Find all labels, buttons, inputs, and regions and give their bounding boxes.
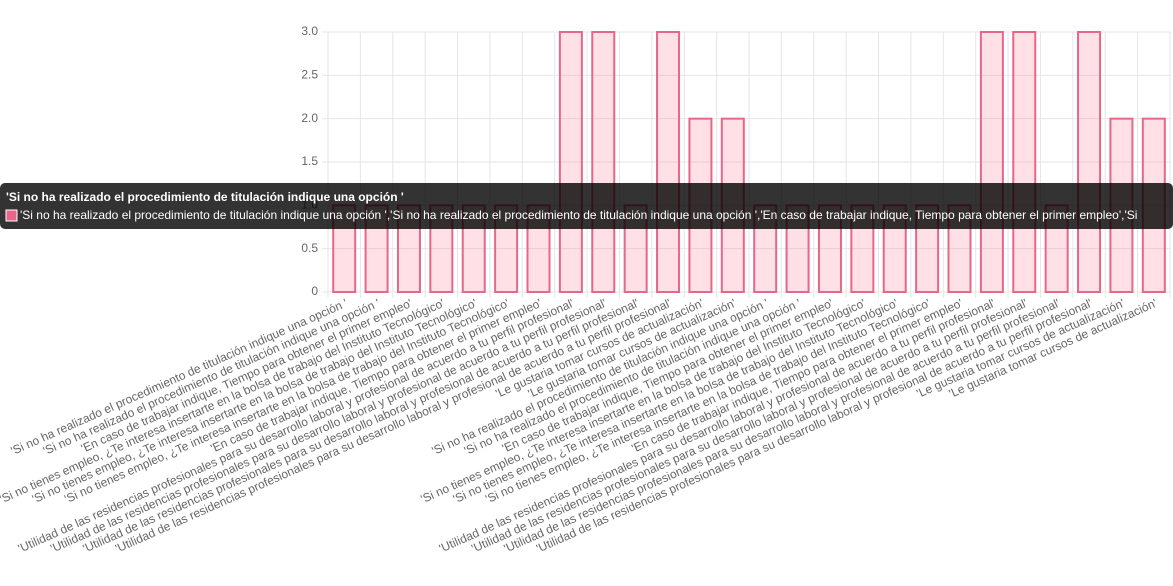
bar (979, 31, 1004, 293)
y-tick-label: 3.0 (301, 24, 318, 38)
bar (656, 31, 681, 293)
tooltip-swatch (5, 209, 18, 222)
y-tick-label: 0 (311, 284, 318, 298)
tooltip: 'Si no ha realizado el procedimiento de … (0, 183, 1173, 229)
y-tick-label: 1.5 (301, 154, 318, 168)
tooltip-title: 'Si no ha realizado el procedimiento de … (6, 190, 404, 204)
tooltip-box (0, 183, 1173, 229)
y-tick-label: 0.5 (301, 241, 318, 255)
bar (558, 31, 583, 293)
bar (1077, 31, 1102, 293)
y-tick-label: 2.0 (301, 111, 318, 125)
y-tick-label: 2.5 (301, 68, 318, 82)
plot: 00.51.01.52.02.53.0'Si no ha realizado e… (0, 24, 1171, 556)
bar (591, 31, 616, 293)
tooltip-body: 'Si no ha realizado el procedimiento de … (20, 208, 1137, 222)
bar (1012, 31, 1037, 293)
